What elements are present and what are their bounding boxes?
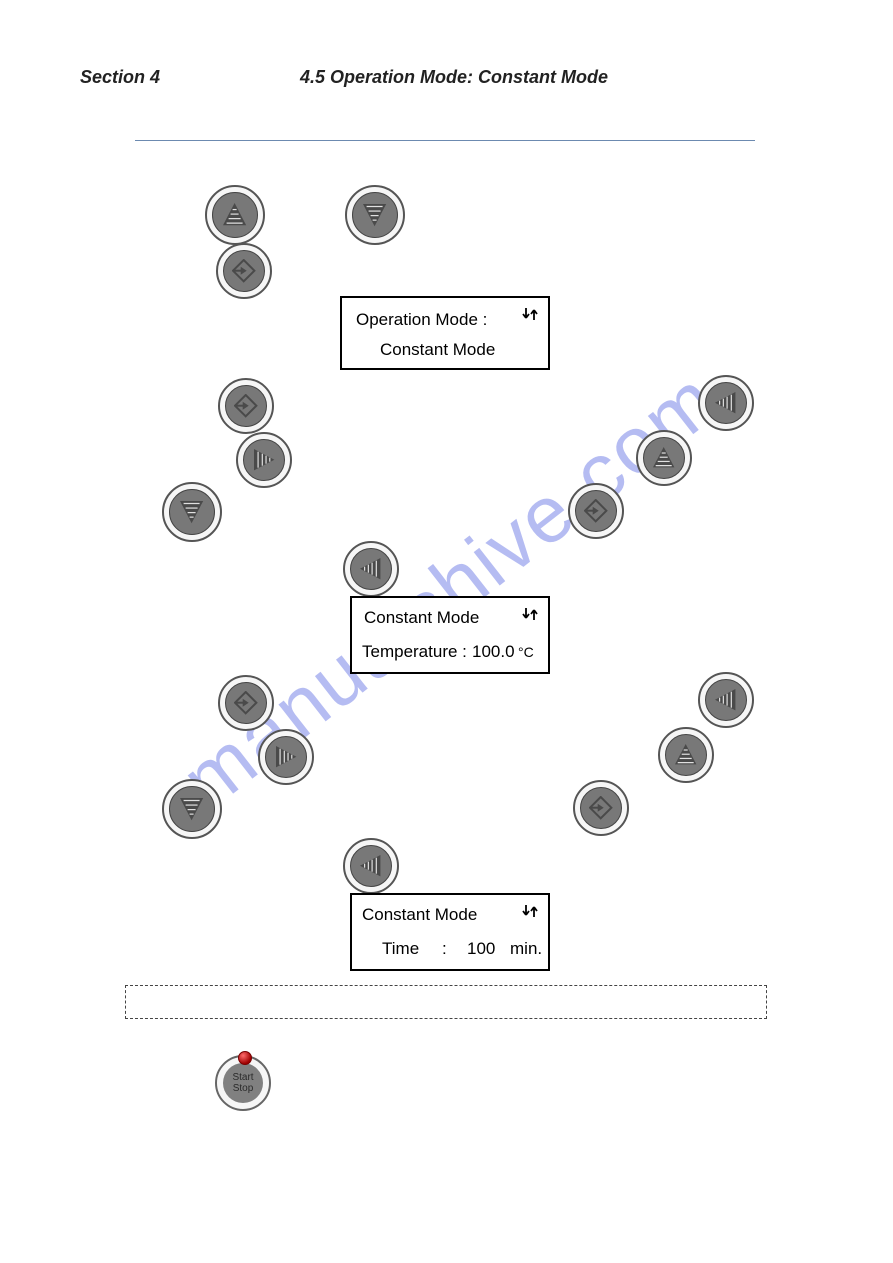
right-arrow-icon xyxy=(243,439,286,482)
right-button[interactable] xyxy=(258,729,314,785)
enter-button[interactable] xyxy=(568,483,624,539)
enter-icon xyxy=(575,490,618,533)
temperature-display: Constant Mode Temperature : 100.0 °C xyxy=(350,596,550,674)
enter-icon xyxy=(223,250,266,293)
left-arrow-icon xyxy=(350,845,393,888)
up-button[interactable] xyxy=(636,430,692,486)
page-title: 4.5 Operation Mode: Constant Mode xyxy=(300,67,608,88)
enter-icon xyxy=(225,682,268,725)
enter-button[interactable] xyxy=(573,780,629,836)
left-arrow-icon xyxy=(350,548,393,591)
up-button[interactable] xyxy=(205,185,265,245)
display-value: Constant Mode xyxy=(380,340,495,360)
down-button[interactable] xyxy=(162,779,222,839)
left-button[interactable] xyxy=(698,672,754,728)
left-button[interactable] xyxy=(698,375,754,431)
up-arrow-icon xyxy=(212,192,258,238)
left-arrow-icon xyxy=(705,679,748,722)
updown-icon xyxy=(520,604,540,624)
time-label: Time xyxy=(382,939,419,959)
section-label: Section 4 xyxy=(80,67,160,88)
time-display: Constant Mode Time : 100 min. xyxy=(350,893,550,971)
left-button[interactable] xyxy=(343,838,399,894)
display-label: Constant Mode xyxy=(362,905,477,925)
time-value: 100 xyxy=(467,939,495,959)
stop-label: Stop xyxy=(233,1083,254,1094)
page: Section 4 4.5 Operation Mode: Constant M… xyxy=(0,0,893,1263)
time-colon: : xyxy=(442,939,447,959)
right-arrow-icon xyxy=(265,736,308,779)
enter-button[interactable] xyxy=(218,378,274,434)
time-unit: min. xyxy=(510,939,542,959)
led-indicator-icon xyxy=(238,1051,252,1065)
display-label: Constant Mode xyxy=(364,608,479,628)
up-button[interactable] xyxy=(658,727,714,783)
down-button[interactable] xyxy=(345,185,405,245)
enter-button[interactable] xyxy=(218,675,274,731)
up-arrow-icon xyxy=(665,734,708,777)
header-rule xyxy=(135,140,755,141)
enter-icon xyxy=(580,787,623,830)
enter-icon xyxy=(225,385,268,428)
display-label: Operation Mode : xyxy=(356,310,487,330)
right-button[interactable] xyxy=(236,432,292,488)
start-label: Start xyxy=(232,1072,253,1083)
down-arrow-icon xyxy=(352,192,398,238)
temperature-unit: °C xyxy=(518,644,534,660)
up-arrow-icon xyxy=(643,437,686,480)
down-arrow-icon xyxy=(169,489,215,535)
down-arrow-icon xyxy=(169,786,215,832)
left-arrow-icon xyxy=(705,382,748,425)
start-stop-button[interactable]: Start Stop xyxy=(215,1055,271,1111)
temperature-label: Temperature : xyxy=(362,642,467,662)
left-button[interactable] xyxy=(343,541,399,597)
operation-mode-display: Operation Mode : Constant Mode xyxy=(340,296,550,370)
updown-icon xyxy=(520,901,540,921)
temperature-value: 100.0 xyxy=(472,642,515,662)
enter-button[interactable] xyxy=(216,243,272,299)
down-button[interactable] xyxy=(162,482,222,542)
dashed-note-box xyxy=(125,985,767,1019)
updown-icon xyxy=(520,304,540,324)
